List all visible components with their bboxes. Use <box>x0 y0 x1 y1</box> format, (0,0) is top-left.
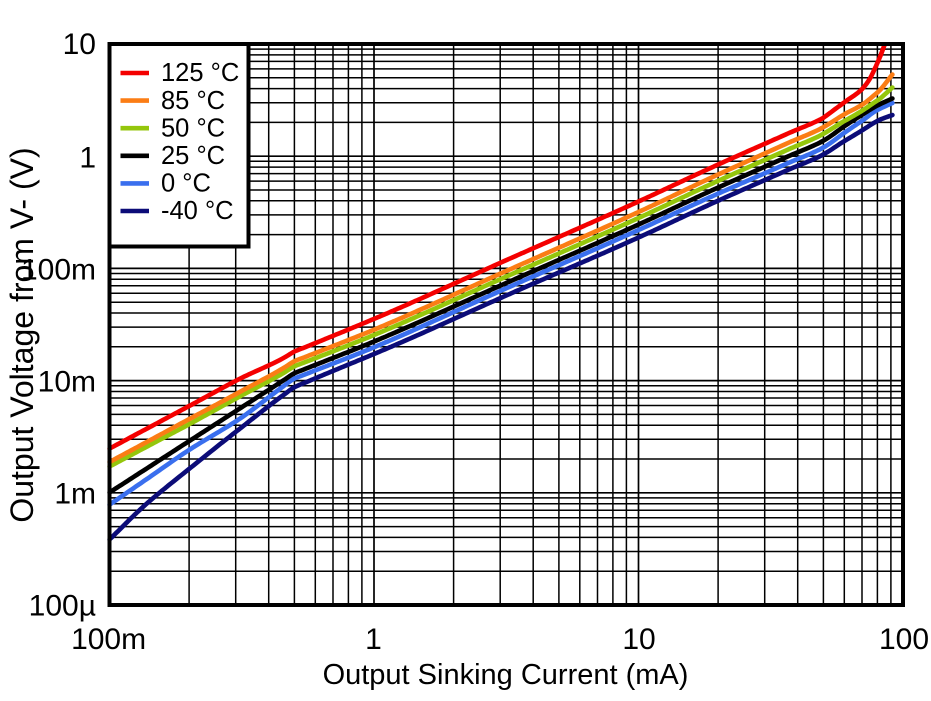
svg-text:Output Voltage from V- (V): Output Voltage from V- (V) <box>4 147 40 522</box>
svg-text:50 °C: 50 °C <box>161 114 225 142</box>
svg-text:100µ: 100µ <box>29 590 96 623</box>
svg-text:Output Sinking Current (mA): Output Sinking Current (mA) <box>323 659 689 691</box>
svg-text:1: 1 <box>365 623 382 656</box>
svg-text:10: 10 <box>63 28 96 61</box>
svg-text:125 °C: 125 °C <box>161 59 239 87</box>
svg-text:100m: 100m <box>71 623 146 656</box>
svg-text:1m: 1m <box>54 478 96 511</box>
svg-text:25 °C: 25 °C <box>161 142 225 170</box>
svg-text:85 °C: 85 °C <box>161 87 225 115</box>
svg-text:10m: 10m <box>38 366 96 399</box>
svg-text:100: 100 <box>879 623 929 656</box>
svg-text:100m: 100m <box>21 254 96 287</box>
svg-text:0 °C: 0 °C <box>161 170 211 198</box>
svg-text:1: 1 <box>79 142 96 175</box>
svg-text:10: 10 <box>622 623 655 656</box>
svg-text:-40 °C: -40 °C <box>161 197 234 225</box>
